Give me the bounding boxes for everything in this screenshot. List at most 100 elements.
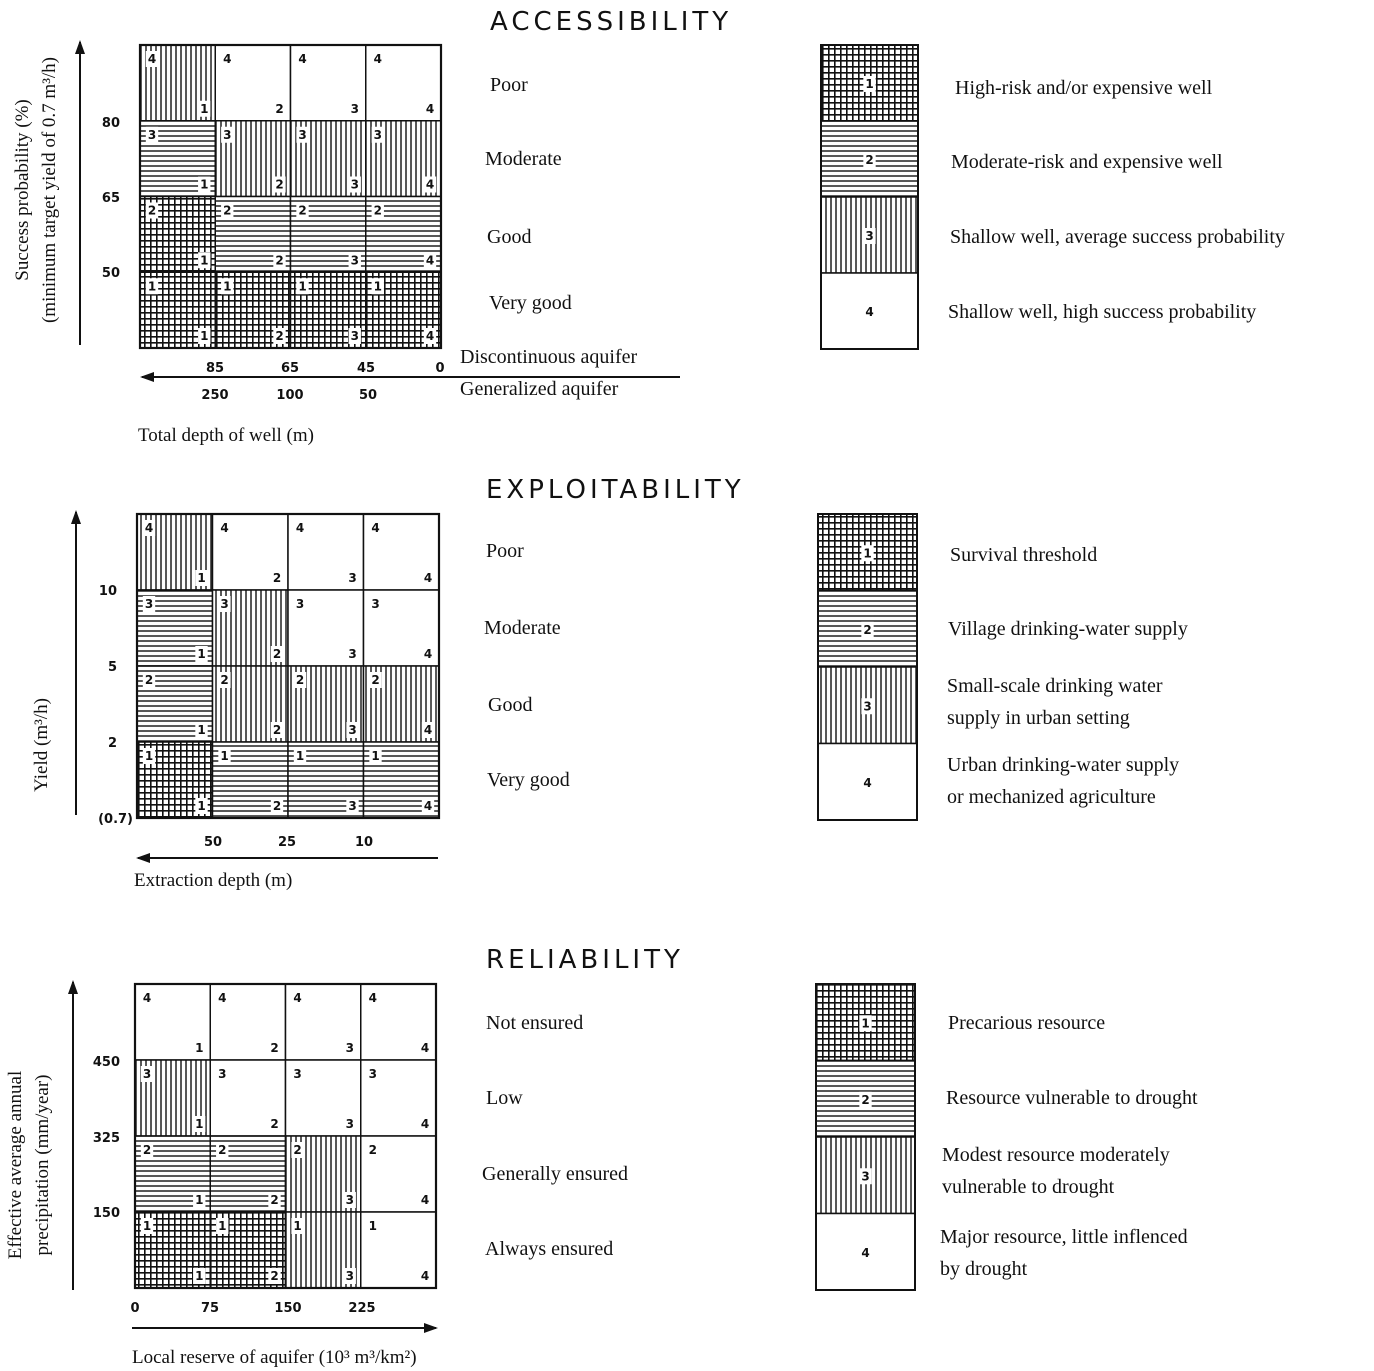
legend-swatch-code-backdrop bbox=[861, 698, 874, 715]
cell-row-index-backdrop bbox=[291, 1066, 304, 1082]
cell-row-index: 4 bbox=[148, 52, 156, 66]
cell-column-index: 2 bbox=[273, 799, 281, 813]
cell-column-index-backdrop bbox=[346, 570, 359, 586]
matrix-border bbox=[135, 512, 441, 820]
cell-row-index: 2 bbox=[374, 204, 382, 218]
cell-column-index: 2 bbox=[275, 253, 283, 267]
cell-column-index: 3 bbox=[351, 253, 359, 267]
cell-row-index: 4 bbox=[223, 52, 231, 66]
cell-column-index-backdrop bbox=[421, 570, 435, 586]
cell-column-index-backdrop bbox=[195, 646, 208, 662]
cell-column-index-backdrop bbox=[268, 1116, 281, 1132]
cell-row-index: 4 bbox=[218, 991, 226, 1005]
cell-column-index-backdrop bbox=[423, 328, 437, 344]
cell-row-index: 2 bbox=[145, 673, 153, 687]
cell-column-index: 1 bbox=[200, 102, 208, 116]
cell-row-index: 3 bbox=[220, 597, 228, 611]
cell-column-index-backdrop bbox=[421, 798, 435, 814]
cell-column-index-backdrop bbox=[198, 100, 211, 117]
cell-row-index: 1 bbox=[296, 749, 304, 763]
cell-row-index: 2 bbox=[371, 673, 379, 687]
cell-column-index: 3 bbox=[348, 647, 356, 661]
cell-column-index-backdrop bbox=[273, 252, 286, 269]
cell-column-index: 3 bbox=[348, 799, 356, 813]
cell-row-index: 3 bbox=[293, 1067, 301, 1081]
cell-row-index: 4 bbox=[371, 521, 379, 535]
cell-row-index-backdrop bbox=[371, 126, 384, 143]
legend-swatch-code: 3 bbox=[861, 1169, 869, 1183]
legend-swatches: 1 2 3 4 bbox=[815, 983, 916, 1291]
cell-row-index-backdrop bbox=[140, 1218, 154, 1234]
cell-row-index: 4 bbox=[374, 52, 382, 66]
y-tick: (0.7) bbox=[98, 812, 133, 827]
cell-column-index: 4 bbox=[421, 1269, 429, 1283]
legend-text: supply in urban setting bbox=[947, 707, 1130, 729]
cell-column-index-backdrop bbox=[343, 1192, 356, 1208]
cell-column-index-backdrop bbox=[270, 646, 284, 662]
cell-column-index: 3 bbox=[346, 1117, 354, 1131]
cell-row-index-backdrop bbox=[218, 520, 231, 536]
legend-swatches: 1 2 3 4 bbox=[817, 513, 918, 821]
cell-column-index: 1 bbox=[197, 799, 205, 813]
cell-row-index-backdrop bbox=[369, 672, 382, 688]
x-axis-label: Local reserve of aquifer (10³ m³/km²) bbox=[132, 1347, 417, 1368]
y-axis-label-line-2: (minimum target yield of 0.7 m³/h) bbox=[39, 57, 60, 323]
x-tick: 0 bbox=[435, 361, 444, 376]
cell-column-index: 1 bbox=[197, 571, 205, 585]
cell-row-index: 4 bbox=[293, 991, 301, 1005]
cell-row-index: 3 bbox=[371, 597, 379, 611]
cell-column-index: 2 bbox=[270, 1269, 278, 1283]
cell-column-index-backdrop bbox=[418, 1116, 432, 1132]
cell-column-index-backdrop bbox=[273, 100, 286, 117]
cell-column-index-backdrop bbox=[418, 1268, 432, 1284]
cell-column-index-backdrop bbox=[343, 1116, 356, 1132]
cell-column-index: 1 bbox=[195, 1041, 203, 1055]
cell-column-index-backdrop bbox=[418, 1192, 432, 1208]
legend-swatch-code-backdrop bbox=[863, 304, 876, 320]
cell-row-index-backdrop bbox=[291, 990, 304, 1006]
level-label: Good bbox=[487, 226, 531, 248]
panel-accessibility: ACCESSIBILITY 41424344313233342122232411… bbox=[12, 7, 1285, 446]
legend-swatch-code: 4 bbox=[861, 1246, 869, 1260]
legend-text: vulnerable to drought bbox=[942, 1176, 1115, 1198]
cell-row-index-backdrop bbox=[142, 596, 156, 612]
cell-row-index: 4 bbox=[369, 991, 377, 1005]
legend-border bbox=[820, 44, 919, 350]
cell-row-index: 1 bbox=[218, 1219, 226, 1233]
cell-row-index-backdrop bbox=[216, 1066, 229, 1082]
panel-title: ACCESSIBILITY bbox=[490, 7, 732, 37]
cell-row-index: 3 bbox=[223, 128, 231, 142]
cell-column-index: 4 bbox=[424, 723, 432, 737]
matrix-border bbox=[133, 982, 438, 1290]
cell-column-index-backdrop bbox=[268, 1268, 281, 1284]
x-tick: 150 bbox=[274, 1301, 301, 1316]
legend-swatch-code-backdrop bbox=[861, 621, 874, 638]
cell-row-index: 2 bbox=[296, 673, 304, 687]
matrix-border bbox=[138, 43, 443, 350]
legend-swatches: 1 2 3 4 bbox=[820, 44, 919, 350]
cell-column-index: 1 bbox=[197, 723, 205, 737]
y-tick: 50 bbox=[102, 266, 120, 281]
cell-column-index: 2 bbox=[270, 1041, 278, 1055]
x-axis-label: Extraction depth (m) bbox=[134, 870, 292, 891]
cell-column-index-backdrop bbox=[270, 798, 284, 814]
cell-column-index-backdrop bbox=[198, 252, 211, 269]
cell-column-index: 3 bbox=[346, 1269, 354, 1283]
cell-row-index-backdrop bbox=[145, 278, 159, 295]
cell-column-index-backdrop bbox=[268, 1192, 281, 1208]
cell-column-index: 2 bbox=[273, 723, 281, 737]
legend-swatch-code-backdrop bbox=[859, 1015, 872, 1032]
cell-column-index: 4 bbox=[424, 799, 432, 813]
cell-row-index-backdrop bbox=[216, 1142, 229, 1158]
cell-row-index-backdrop bbox=[145, 126, 159, 143]
cell-row-index: 3 bbox=[374, 128, 382, 142]
cell-row-index-backdrop bbox=[216, 1218, 229, 1234]
cell-row-index: 3 bbox=[148, 128, 156, 142]
cell-row-index-backdrop bbox=[293, 672, 307, 688]
legend-swatch-code: 3 bbox=[865, 229, 873, 243]
level-label: Not ensured bbox=[486, 1012, 583, 1034]
legend-text: Small-scale drinking water bbox=[947, 675, 1163, 697]
cell-row-index: 3 bbox=[296, 597, 304, 611]
legend-swatch-code-backdrop bbox=[859, 1091, 872, 1108]
y-tick: 150 bbox=[93, 1206, 120, 1221]
